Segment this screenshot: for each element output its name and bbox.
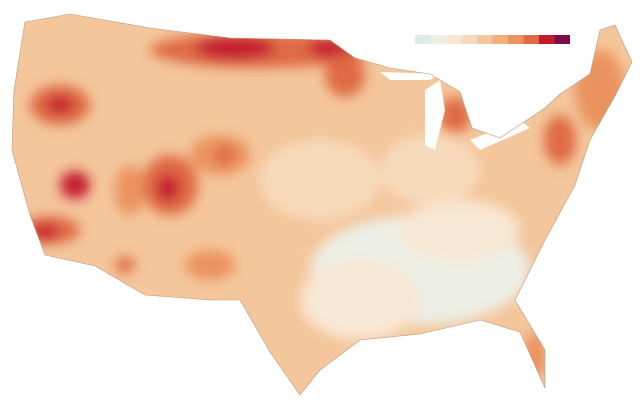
lake [380,72,440,80]
legend-swatch [508,35,524,44]
legend-swatch [430,35,446,44]
lake [425,80,445,150]
legend-swatch [523,35,539,44]
heat-blobs [20,32,625,377]
legend-swatch [477,35,493,44]
legend-swatch [554,35,570,44]
legend-swatch [539,35,555,44]
legend-swatch [492,35,508,44]
legend-swatch [415,35,431,44]
legend-swatch [461,35,477,44]
legend-swatch [446,35,462,44]
legend [415,35,570,44]
country-outline [11,13,633,396]
